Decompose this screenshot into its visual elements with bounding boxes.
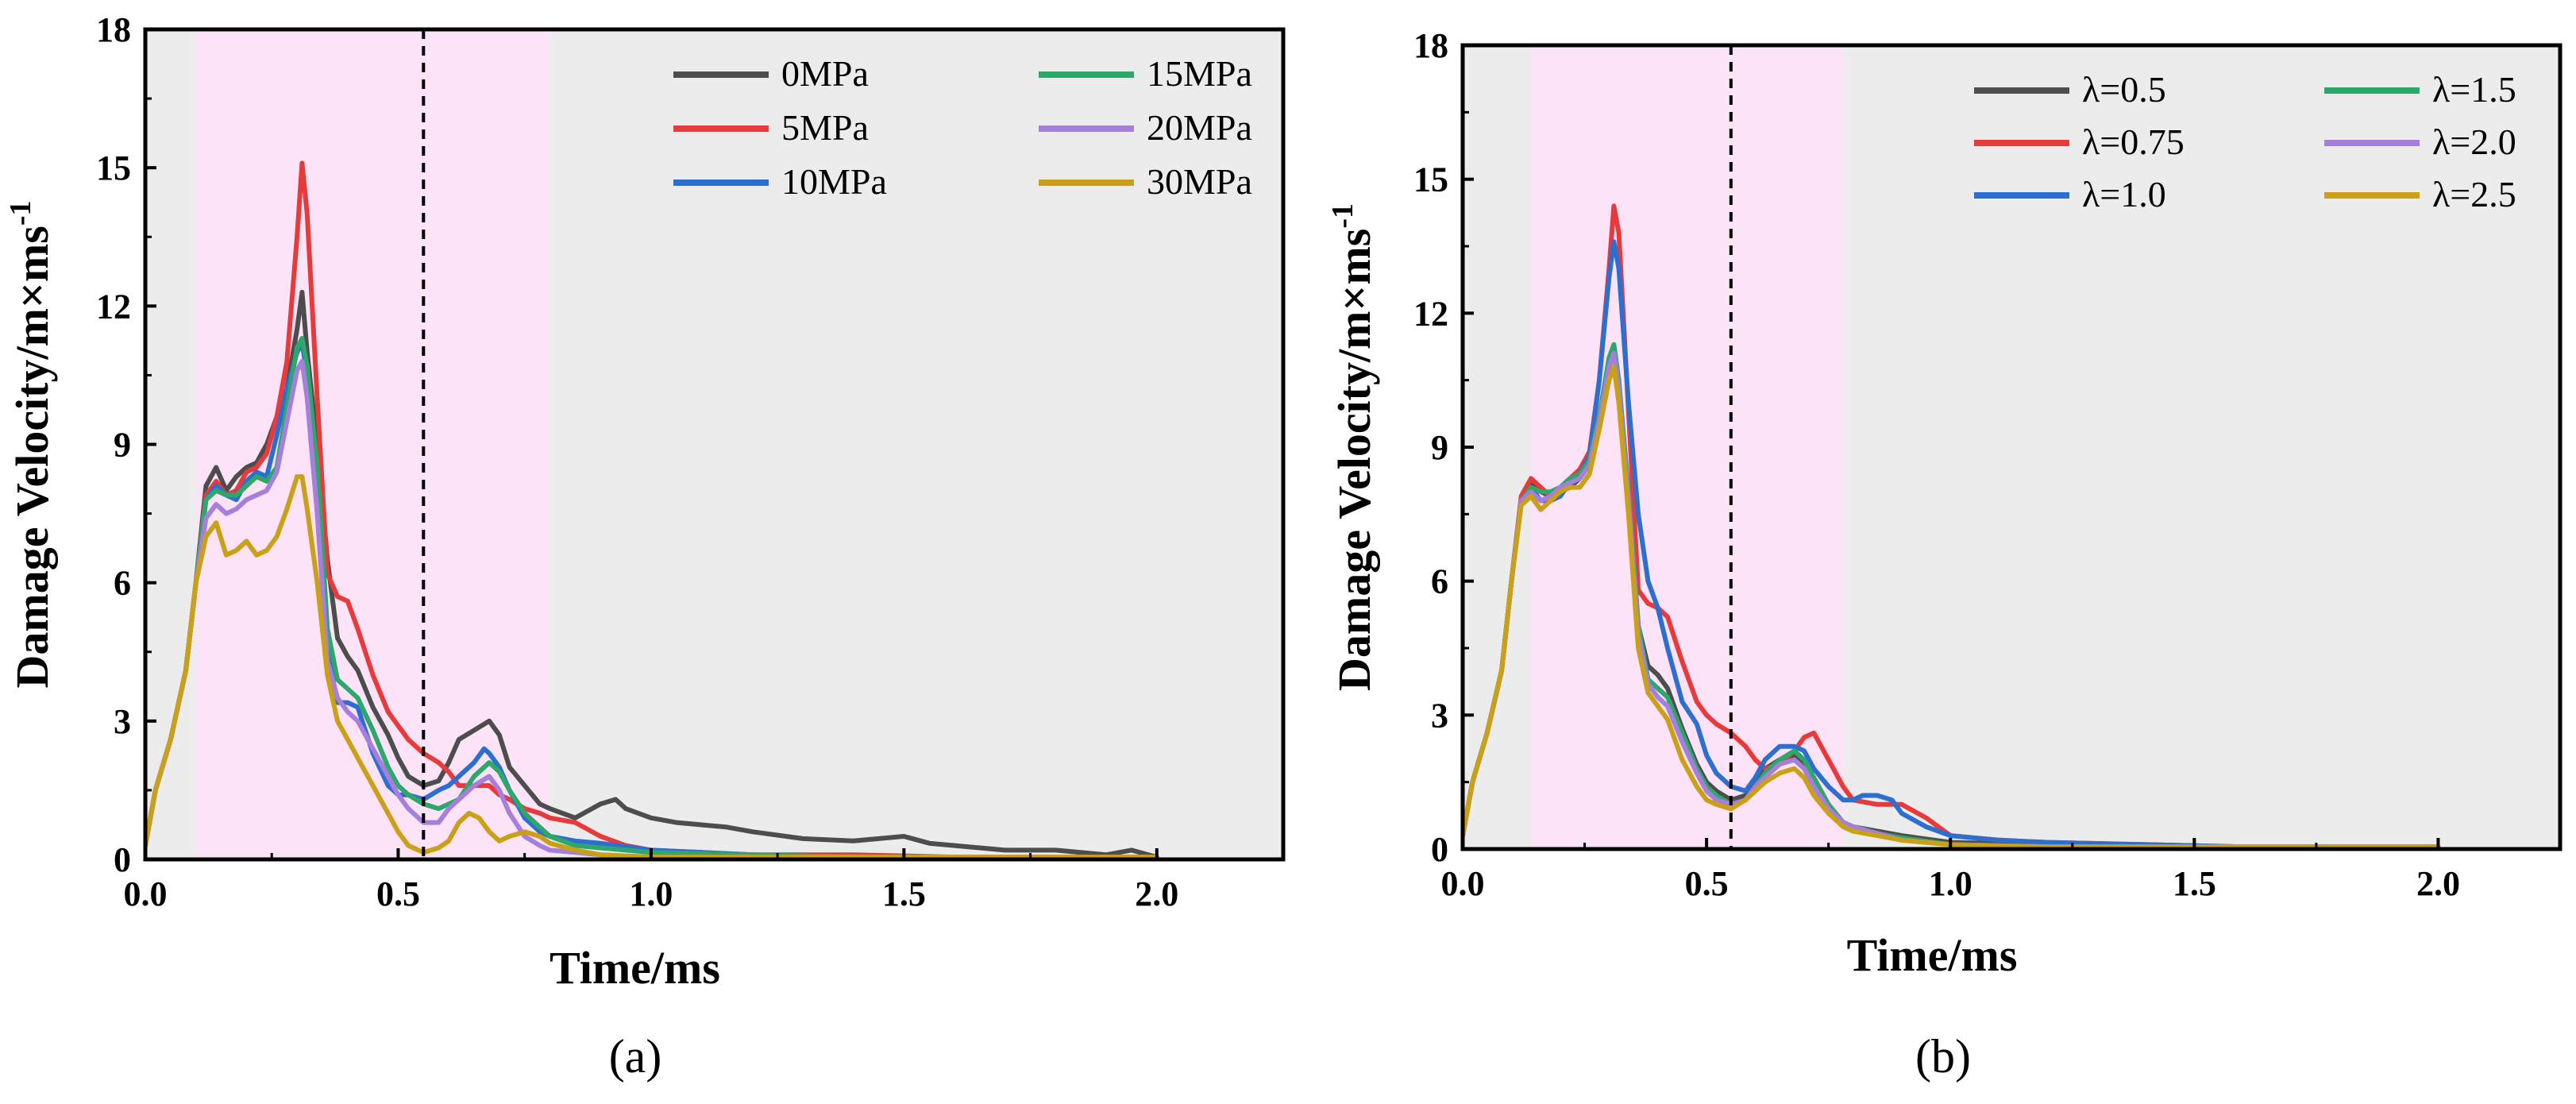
y-tick-label: 15 — [1413, 160, 1448, 199]
panel-a: 0.0 0.5 1.0 1.5 2.0 0 3 6 9 12 15 18 Time/ms Damage V… — [4, 10, 1286, 1083]
y-axis-label: Damage Velocity/m×ms-1 — [4, 200, 58, 688]
legend-label: λ=0.5 — [2082, 69, 2166, 110]
legend-item-2: 5MPa — [673, 107, 869, 148]
y-tick-label: 15 — [96, 149, 131, 187]
x-tick-label: 1.5 — [2173, 864, 2216, 903]
series-line-6 — [1463, 364, 2441, 849]
legend-item-2: λ=0.75 — [1974, 122, 2185, 162]
y-tick-label: 0 — [1431, 830, 1448, 869]
x-tick-label: 1.0 — [1929, 864, 1972, 903]
series-group — [1463, 203, 2441, 849]
panel-label: (a) — [609, 1030, 662, 1083]
x-axis-label: Time/ms — [550, 942, 720, 994]
legend-item-3: 10MPa — [673, 161, 887, 202]
legend-item-4: 15MPa — [1039, 53, 1252, 94]
panel-b: 0.0 0.5 1.0 1.5 2.0 0 3 6 9 12 15 18 Time/ms Damage V… — [1326, 26, 2563, 1083]
y-axis-label-text: Damage Velocity/m×ms — [6, 226, 58, 688]
x-tick-label: 0.0 — [124, 874, 168, 913]
x-tick-label: 0.5 — [1685, 864, 1729, 903]
y-tick-label: 6 — [114, 564, 131, 603]
legend-item-5: λ=2.0 — [2324, 122, 2516, 162]
legend-item-4: λ=1.5 — [2324, 69, 2516, 110]
series-line-2 — [145, 160, 1159, 859]
y-tick-label: 12 — [1413, 294, 1448, 333]
legend-item-5: 20MPa — [1039, 107, 1252, 148]
y-tick-label: 3 — [114, 702, 131, 741]
legend-label: λ=1.0 — [2082, 174, 2166, 214]
y-axis-label-text: Damage Velocity/m×ms — [1328, 229, 1380, 691]
series-line-6 — [145, 474, 1159, 859]
series-group — [145, 160, 1159, 859]
legend-label: λ=2.0 — [2432, 122, 2516, 162]
y-tick-label: 0 — [114, 840, 131, 879]
series-line-1 — [145, 289, 1159, 859]
y-tick-label: 9 — [1431, 428, 1448, 467]
legend-label: 10MPa — [781, 161, 887, 202]
x-tick-label: 1.5 — [882, 874, 926, 913]
legend-item-6: 30MPa — [1039, 161, 1252, 202]
legend-item-1: λ=0.5 — [1974, 69, 2166, 110]
y-axis-label-exponent: -1 — [4, 200, 37, 226]
y-tick-label: 12 — [96, 287, 131, 326]
legend-label: λ=2.5 — [2432, 174, 2516, 214]
x-tick-label: 0.5 — [376, 874, 420, 913]
x-tick-label: 0.0 — [1441, 864, 1485, 903]
legend-label: 20MPa — [1147, 107, 1252, 148]
y-axis-label-exponent: -1 — [1326, 203, 1359, 229]
legend-item-3: λ=1.0 — [1974, 174, 2166, 214]
x-tick-label: 2.0 — [2416, 864, 2460, 903]
y-tick-label: 6 — [1431, 562, 1448, 601]
legend-label: 0MPa — [781, 53, 869, 94]
y-tick-label: 18 — [96, 10, 131, 49]
series-line-5 — [145, 359, 1159, 859]
y-axis-label: Damage Velocity/m×ms-1 — [1326, 203, 1380, 691]
panel-label: (b) — [1915, 1030, 1971, 1083]
x-tick-label: 2.0 — [1135, 874, 1178, 913]
shaded-region — [1530, 45, 1844, 849]
x-tick-label: 1.0 — [629, 874, 673, 913]
legend-item-6: λ=2.5 — [2324, 174, 2516, 214]
legend-label: 5MPa — [781, 107, 869, 148]
legend-item-1: 0MPa — [673, 53, 869, 94]
series-line-3 — [145, 340, 1159, 859]
x-axis-label: Time/ms — [1847, 929, 2018, 981]
legend-label: 15MPa — [1147, 53, 1252, 94]
series-line-4 — [145, 336, 1159, 859]
legend-label: 30MPa — [1147, 161, 1252, 202]
y-tick-label: 9 — [114, 426, 131, 465]
y-tick-label: 3 — [1431, 696, 1448, 735]
series-line-5 — [1463, 350, 2441, 849]
y-tick-label: 18 — [1413, 26, 1448, 65]
legend-label: λ=0.75 — [2082, 122, 2185, 162]
legend-label: λ=1.5 — [2432, 69, 2516, 110]
